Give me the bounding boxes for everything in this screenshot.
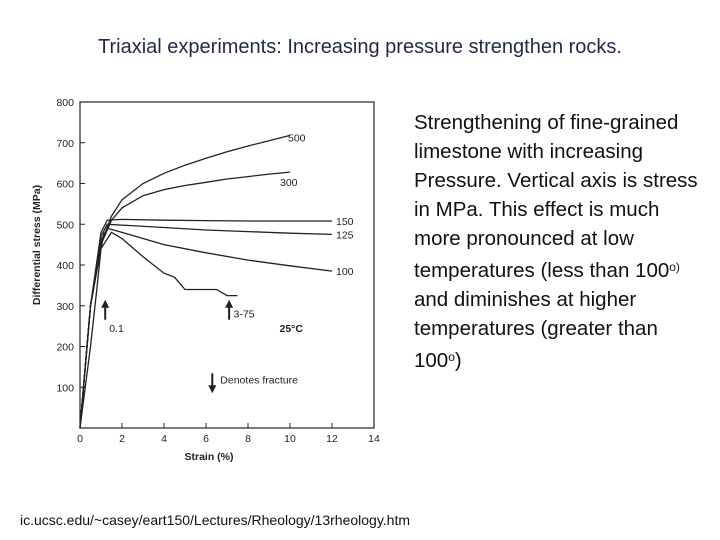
x-tick-label: 6 <box>203 433 209 445</box>
temperature-label: 25°C <box>280 323 304 335</box>
y-axis-label: Differential stress (MPa) <box>31 185 43 305</box>
y-tick-label: 500 <box>56 219 74 231</box>
description-sup2: o <box>448 350 455 364</box>
series-label-100: 100 <box>336 266 354 278</box>
series-line-0.1 <box>79 232 105 429</box>
description-part3: ) <box>454 349 462 372</box>
y-tick-label: 700 <box>56 138 74 150</box>
fracture-arrow-head <box>101 299 110 308</box>
x-tick-label: 14 <box>368 433 380 445</box>
series-label-125: 125 <box>336 229 354 241</box>
chart-svg: 100 200 300 400 500 600 700 800 0 2 4 6 8 10 12 14 Strai… <box>31 97 380 463</box>
y-tick-label: 400 <box>56 260 74 272</box>
legend-text: Denotes fracture <box>220 374 298 386</box>
series-line-100 <box>79 227 333 429</box>
x-tick-label: 2 <box>119 433 125 445</box>
y-tick-label: 300 <box>56 301 74 313</box>
fracture-arrow-head <box>225 299 234 308</box>
x-tick-label: 0 <box>77 433 83 445</box>
x-tick-label: 4 <box>161 433 167 445</box>
series-label-300: 300 <box>280 177 298 189</box>
y-tick-label: 600 <box>56 179 74 191</box>
series-label-500: 500 <box>288 132 306 144</box>
description-sup1: o) <box>669 260 680 274</box>
series-label-150: 150 <box>336 216 354 228</box>
y-tick-label: 800 <box>56 97 74 109</box>
x-axis-label: Strain (%) <box>184 451 233 463</box>
description-part1: Strengthening of fine-grained limestone … <box>414 111 698 282</box>
series-label-0.1: 0.1 <box>109 323 124 335</box>
x-tick-label: 8 <box>245 433 251 445</box>
x-tick-label: 10 <box>284 433 296 445</box>
series-label-3-75: 3-75 <box>234 309 255 321</box>
x-tick-label: 12 <box>326 433 338 445</box>
description-part2: and diminishes at higher temperatures (g… <box>414 288 658 372</box>
y-tick-label: 200 <box>56 342 74 354</box>
series-line-300 <box>79 171 291 429</box>
source-url: ic.ucsc.edu/~casey/eart150/Lectures/Rheo… <box>20 512 411 528</box>
series-line-3-75 <box>79 231 238 429</box>
stress-strain-chart: 100 200 300 400 500 600 700 800 0 2 4 6 8 10 12 14 Strai… <box>28 90 398 470</box>
y-tick-label: 100 <box>56 382 74 394</box>
description-text: Strengthening of fine-grained limestone … <box>414 108 704 375</box>
legend-arrow-head <box>208 385 217 394</box>
slide-title: Triaxial experiments: Increasing pressur… <box>98 36 622 58</box>
